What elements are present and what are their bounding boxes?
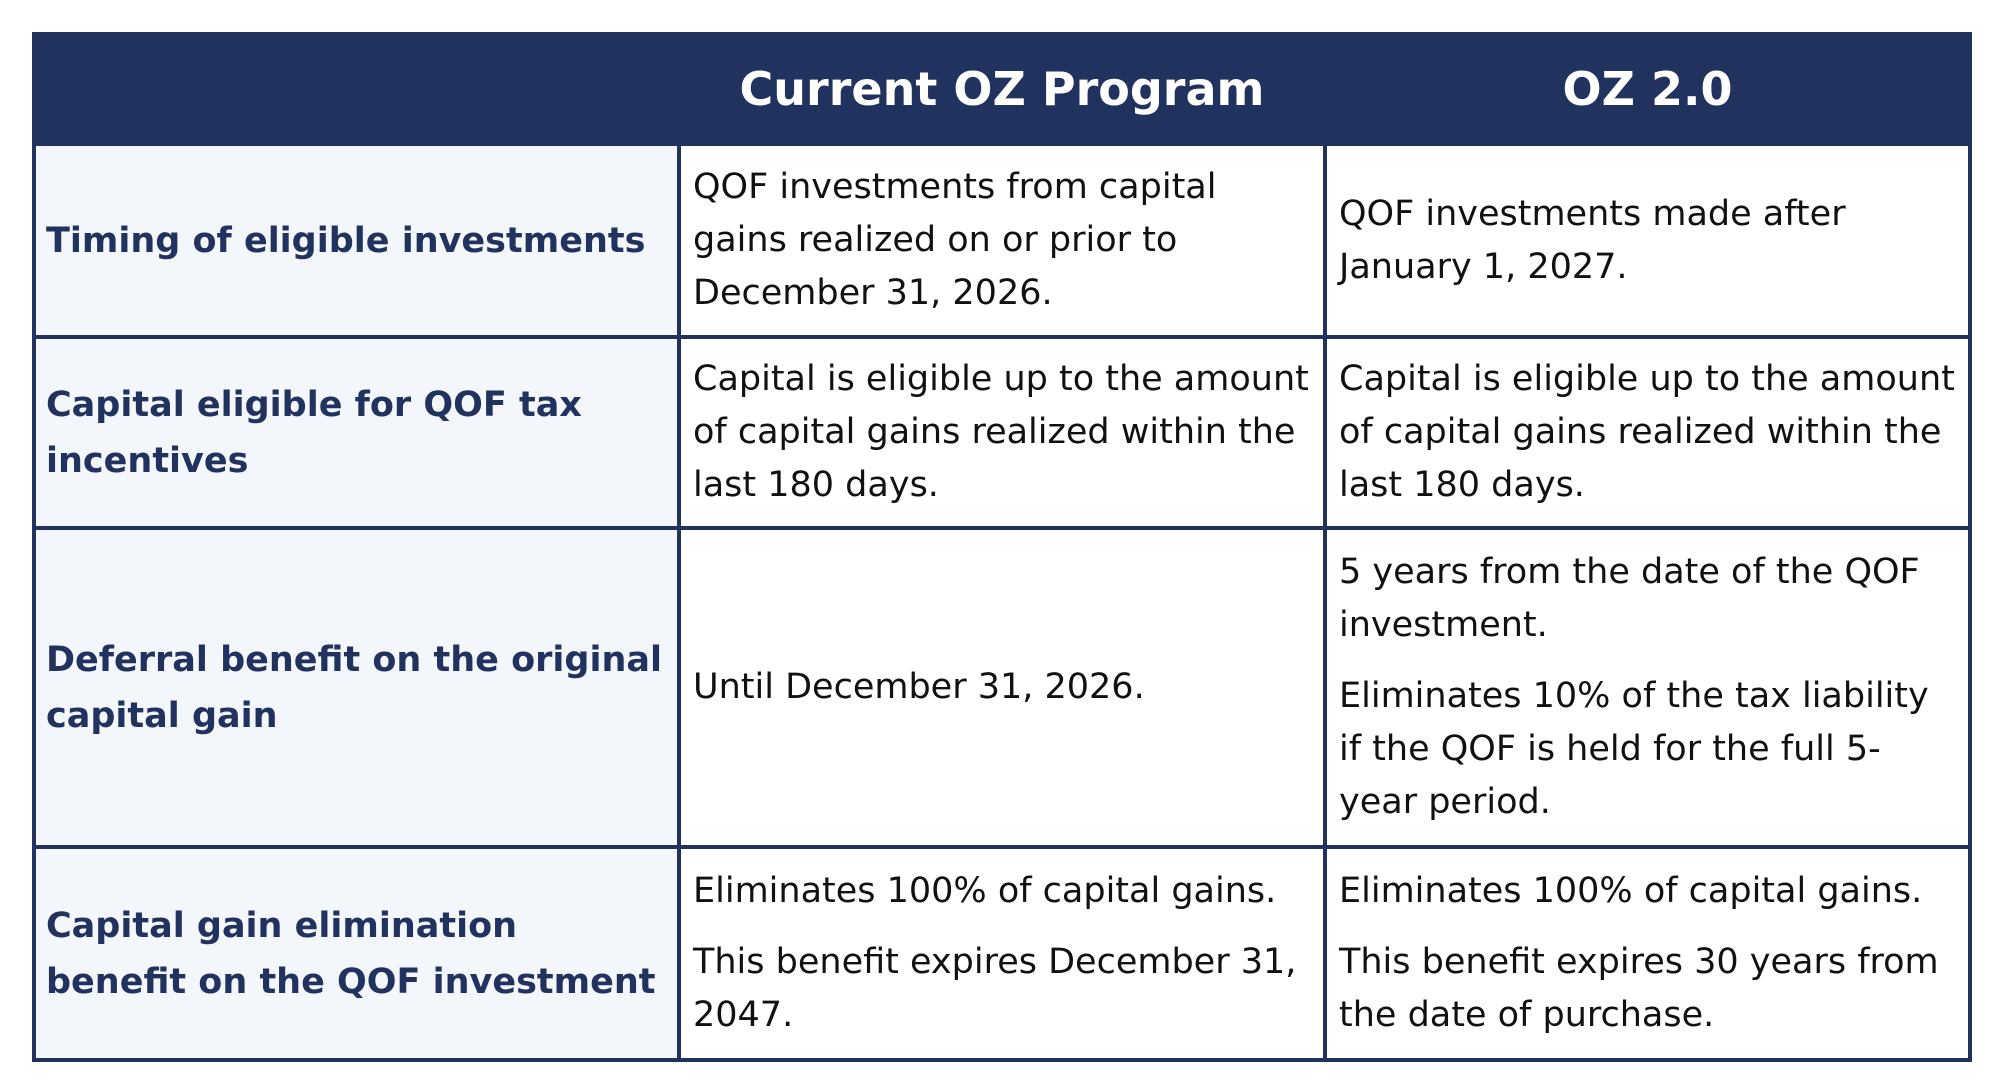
table-cell: 5 years from the date of the QOF investm… (1323, 526, 1972, 849)
table-row: Deferral benefit on the original capital… (32, 526, 1972, 849)
row-label: Timing of eligible investments (32, 142, 681, 339)
cell-text: Capital is eligible up to the amount of … (1339, 359, 1955, 505)
table-cell: QOF investments made after January 1, 20… (1323, 142, 1972, 339)
row-label: Capital gain elimination benefit on the … (32, 845, 681, 1062)
header-row: Current OZ Program OZ 2.0 (32, 32, 1972, 146)
cell-text: Eliminates 100% of capital gains. (1339, 871, 1923, 911)
table-row: Capital eligible for QOF tax incentives C… (32, 335, 1972, 530)
cell-text: QOF investments made after January 1, 20… (1339, 193, 1846, 287)
table-cell: Eliminates 100% of capital gains. This be… (1323, 845, 1972, 1062)
table-cell: Until December 31, 2026. (677, 526, 1327, 849)
table-row: Timing of eligible investments QOF invest… (32, 142, 1972, 339)
table-row: Capital gain elimination benefit on the … (32, 845, 1972, 1062)
cell-text: Eliminates 10% of the tax liability if t… (1339, 676, 1929, 822)
cell-text: QOF investments from capital gains reali… (693, 167, 1217, 313)
table-body: Timing of eligible investments QOF invest… (32, 142, 1972, 1062)
cell-text: This benefit expires 30 years from the d… (1339, 942, 1939, 1035)
table-cell: QOF investments from capital gains reali… (677, 142, 1327, 339)
column-header: OZ 2.0 (1323, 32, 1972, 146)
comparison-table: Current OZ Program OZ 2.0 Timing of eligi… (32, 32, 1972, 1062)
table-cell: Eliminates 100% of capital gains. This be… (677, 845, 1327, 1062)
table-cell: Capital is eligible up to the amount of … (1323, 335, 1972, 530)
row-label: Capital eligible for QOF tax incentives (32, 335, 681, 530)
cell-text: This benefit expires December 31, 2047. (693, 942, 1297, 1035)
cell-text: 5 years from the date of the QOF investm… (1339, 552, 1920, 645)
table-cell: Capital is eligible up to the amount of … (677, 335, 1327, 530)
column-header: Current OZ Program (677, 32, 1327, 146)
row-label: Deferral benefit on the original capital… (32, 526, 681, 849)
cell-text: Capital is eligible up to the amount of … (693, 359, 1309, 505)
header-cell (32, 32, 681, 146)
cell-text: Until December 31, 2026. (693, 667, 1145, 707)
cell-text: Eliminates 100% of capital gains. (693, 871, 1277, 911)
